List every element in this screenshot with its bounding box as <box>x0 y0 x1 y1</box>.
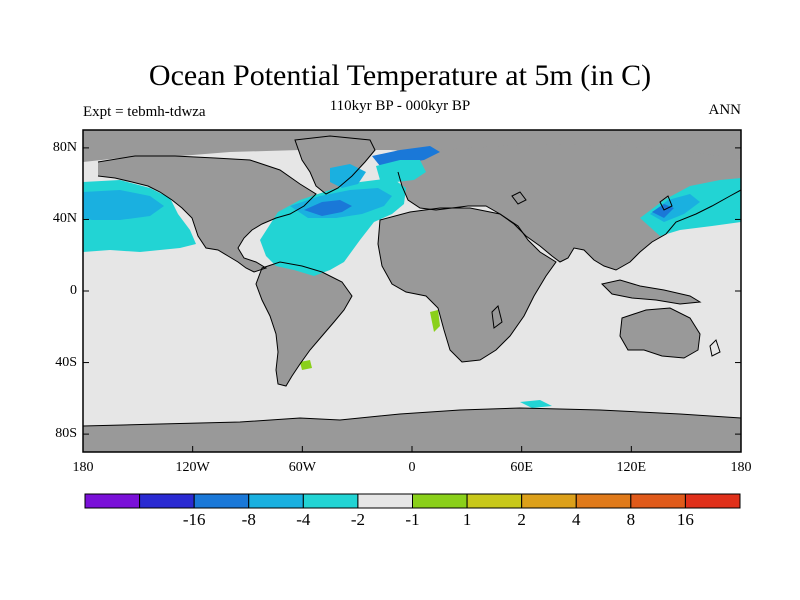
colorbar-swatch <box>521 493 577 509</box>
lat-tick-label: 0 <box>70 283 77 298</box>
greenland-land <box>295 136 375 194</box>
lat-tick-label: 80S <box>55 426 77 442</box>
coastlines <box>82 135 742 427</box>
norwegian-sea-anomaly <box>376 160 426 182</box>
colorbar-swatch <box>575 493 632 509</box>
lat-tick-label: 40S <box>55 354 77 370</box>
colorbar-swatch <box>248 493 304 509</box>
season-label: ANN <box>708 102 742 118</box>
colorbar-tick-label: -16 <box>182 510 206 529</box>
south-atlantic-green-patch <box>430 310 440 332</box>
colorbar-swatch <box>412 493 468 509</box>
colorbar-swatch <box>84 493 141 509</box>
southern-ocean-anomaly <box>520 400 552 408</box>
north-america-land <box>98 156 316 272</box>
north-pacific-anomaly-core <box>83 190 164 220</box>
anomaly-patches <box>83 146 741 408</box>
colorbar-tick-label: 1 <box>462 510 472 529</box>
colorbar <box>84 493 741 509</box>
colorbar-tick-label: 16 <box>676 510 694 529</box>
colorbar-swatch <box>139 493 195 509</box>
antarctica-land <box>83 408 741 452</box>
colorbar-tick-label: -2 <box>350 510 365 529</box>
lon-tick-label: 180 <box>730 460 752 475</box>
colorbar-swatch <box>357 493 413 509</box>
map-panel <box>82 129 742 453</box>
colorbar-tick-label: 4 <box>572 510 581 529</box>
lon-tick-label: 120E <box>616 460 647 475</box>
lat-tick-label: 80N <box>52 139 77 155</box>
colorbar-swatch <box>302 493 359 509</box>
patagonia-green-patch <box>300 360 312 370</box>
map-title: Ocean Potential Temperature at 5m (in C) <box>148 59 652 92</box>
latitude-tick-marks <box>83 147 741 435</box>
colorbar-tick-label: 2 <box>517 510 526 529</box>
lat-tick-label: 40N <box>52 211 77 227</box>
colorbar-tick-label: 8 <box>626 510 636 529</box>
colorbar-tick-label: -1 <box>405 510 420 529</box>
gulf-stream-anomaly <box>304 200 352 216</box>
indonesia-land <box>602 280 700 304</box>
map-subtitle: 110kyr BP - 000kyr BP <box>329 98 471 114</box>
arctic-land <box>83 130 741 162</box>
colorbar-swatch <box>684 493 741 509</box>
lon-tick-label: 60E <box>510 460 533 475</box>
colorbar-swatch <box>193 493 250 509</box>
experiment-label: Expt = tebmh-tdwza <box>83 104 206 120</box>
eurasia-land <box>398 144 741 270</box>
colorbar-tick-label: -4 <box>296 510 311 529</box>
colorbar-swatch <box>630 493 686 509</box>
africa-land <box>378 208 556 362</box>
lon-tick-label: 60W <box>288 460 316 475</box>
australia-land <box>620 308 700 358</box>
lon-tick-label: 120W <box>175 460 210 475</box>
south-america-land <box>256 262 352 386</box>
lon-tick-label: 0 <box>408 460 416 475</box>
colorbar-swatch <box>466 493 523 509</box>
lon-tick-label: 180 <box>72 460 94 475</box>
greenland-sea-anomaly <box>372 146 440 166</box>
colorbar-tick-label: -8 <box>241 510 256 529</box>
longitude-tick-marks <box>82 446 742 452</box>
